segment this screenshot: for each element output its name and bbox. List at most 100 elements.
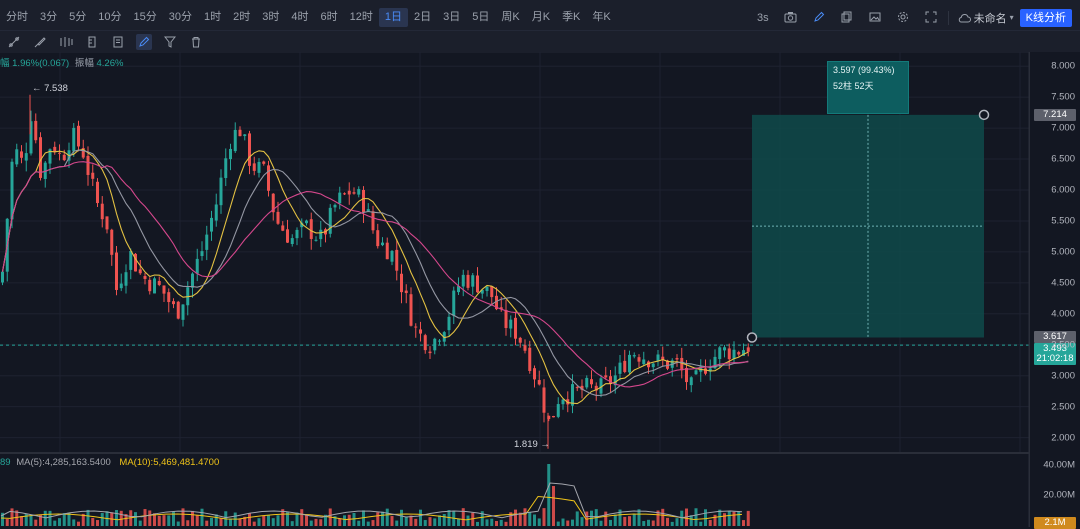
- price-axis[interactable]: 7.214 3.617 3.493 21:02:18 40.00M 20.00M…: [1029, 52, 1080, 529]
- volume-bar: [395, 520, 399, 526]
- ma-short-line: [1, 149, 749, 405]
- candle-body: [656, 354, 660, 361]
- timeframe-11[interactable]: 12时: [349, 11, 373, 23]
- candle-body: [428, 351, 432, 354]
- timeframe-19[interactable]: 年K: [592, 11, 611, 23]
- candle-body: [637, 357, 641, 362]
- timeframe-16[interactable]: 周K: [501, 11, 520, 23]
- candle-body: [10, 161, 14, 220]
- gear-icon[interactable]: [896, 11, 910, 25]
- candle-body: [148, 279, 152, 292]
- volume-bar: [48, 510, 52, 526]
- timeframe-15[interactable]: 5日: [472, 11, 490, 23]
- price-tick: 4.000: [1051, 308, 1075, 320]
- volume-bar: [186, 520, 190, 526]
- note-tool-icon[interactable]: [110, 34, 126, 50]
- line-tool-icon[interactable]: [6, 34, 22, 50]
- fullscreen-icon[interactable]: [924, 11, 938, 25]
- candle-body: [295, 229, 299, 239]
- candle-body: [39, 137, 42, 178]
- candle-body: [119, 283, 123, 289]
- candle-body: [347, 190, 351, 195]
- volume-bar: [442, 513, 446, 526]
- volume-bar: [537, 518, 541, 526]
- timeframe-2[interactable]: 5分: [69, 11, 87, 23]
- candle-body: [362, 189, 365, 213]
- timeframe-5[interactable]: 30分: [168, 11, 192, 23]
- volume-bar: [176, 521, 180, 526]
- volume-bar: [290, 521, 294, 526]
- timeframe-7[interactable]: 2时: [233, 11, 251, 23]
- timeframe-12[interactable]: 1日: [378, 8, 408, 27]
- volume-bar: [552, 486, 555, 526]
- candle-body: [366, 209, 370, 212]
- timeframe-18[interactable]: 季K: [562, 11, 581, 23]
- candle-body: [552, 415, 555, 418]
- volume-bar: [599, 520, 603, 526]
- volume-bar: [238, 518, 242, 526]
- volume-bar: [613, 514, 617, 526]
- timeframe-13[interactable]: 2日: [414, 11, 432, 23]
- fib-tool-icon[interactable]: [58, 34, 74, 50]
- candle-body: [1, 271, 4, 283]
- candle-body: [466, 274, 470, 288]
- volume-bar: [267, 515, 270, 526]
- kline-analysis-button[interactable]: K线分析: [1019, 8, 1072, 27]
- volume-bar: [495, 521, 498, 526]
- timeframe-1[interactable]: 3分: [40, 11, 58, 23]
- candle-body: [162, 285, 166, 294]
- candle-body: [651, 363, 655, 368]
- volume-bar: [72, 519, 76, 526]
- brush-tool-icon[interactable]: [32, 34, 48, 50]
- candle-body: [314, 239, 318, 241]
- image-icon[interactable]: [868, 11, 882, 25]
- volume-bar: [119, 510, 123, 526]
- pencil-icon[interactable]: [812, 11, 826, 25]
- timeframe-3[interactable]: 10分: [98, 11, 122, 23]
- volume-bar: [195, 515, 199, 526]
- volume-bar: [409, 515, 413, 526]
- timeframe-4[interactable]: 15分: [133, 11, 157, 23]
- volume-bar: [428, 517, 432, 526]
- candle-body: [680, 357, 684, 371]
- timeframe-10[interactable]: 6时: [320, 11, 338, 23]
- volume-bar: [642, 521, 646, 526]
- layout-selector[interactable]: 未命名 ▾: [958, 10, 1014, 26]
- candle-body: [29, 121, 33, 154]
- volume-bar: [138, 520, 142, 526]
- copy-icon[interactable]: [840, 11, 854, 25]
- volume-bar: [338, 518, 342, 526]
- candle-body: [219, 177, 223, 206]
- timeframe-0[interactable]: 分时: [6, 11, 28, 23]
- ruler-tool-icon[interactable]: [84, 34, 100, 50]
- volume-bar: [727, 511, 731, 526]
- volume-bar: [281, 509, 285, 526]
- refresh-interval[interactable]: 3s: [757, 11, 769, 24]
- candlestick-chart[interactable]: [0, 52, 1029, 527]
- timeframe-17[interactable]: 月K: [531, 11, 551, 23]
- measure-tool-icon[interactable]: [136, 34, 152, 50]
- volume-bar: [162, 515, 166, 526]
- candle-body: [248, 133, 251, 166]
- candle-body: [727, 348, 731, 360]
- volume-bar: [499, 519, 503, 526]
- volume-bar: [523, 508, 527, 526]
- volume-bar: [134, 512, 137, 526]
- timeframe-6[interactable]: 1时: [204, 11, 222, 23]
- candle-body: [252, 163, 256, 171]
- volume-bar: [647, 519, 650, 526]
- timeframe-14[interactable]: 3日: [443, 11, 461, 23]
- camera-icon[interactable]: [784, 11, 798, 25]
- trash-icon[interactable]: [188, 34, 204, 50]
- volume-bar: [656, 510, 660, 526]
- candle-body: [604, 375, 608, 378]
- filter-icon[interactable]: [162, 34, 178, 50]
- measure-zone: [0, 61, 1029, 346]
- candle-body: [423, 335, 427, 351]
- candle-body: [381, 242, 384, 246]
- candle-body: [471, 275, 475, 287]
- timeframe-9[interactable]: 4时: [291, 11, 309, 23]
- timeframe-8[interactable]: 3时: [262, 11, 280, 23]
- volume-bar: [637, 509, 641, 526]
- chevron-down-icon: ▾: [1009, 13, 1014, 22]
